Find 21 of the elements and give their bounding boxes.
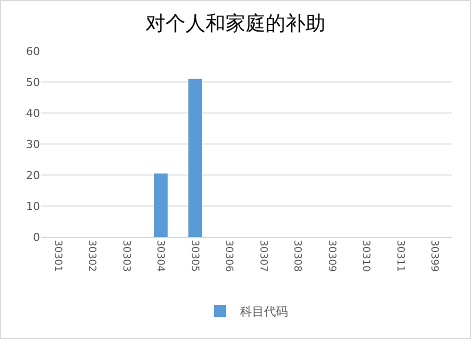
- y-tick-label: 60: [26, 44, 40, 58]
- y-tick-label: 30: [26, 138, 40, 151]
- x-tick-label: 30311: [394, 240, 406, 272]
- x-tick-label: 30306: [223, 240, 234, 272]
- legend-label: 科目代码: [240, 304, 288, 319]
- x-tick-label: 30305: [188, 240, 200, 272]
- x-tick-label: 30309: [326, 240, 337, 272]
- x-tick-label: 30310: [360, 240, 372, 272]
- y-tick-label: 40: [26, 106, 40, 120]
- chart-title: 对个人和家庭的补助: [146, 11, 326, 36]
- x-tick-label: 30308: [292, 240, 303, 272]
- x-tick-label: 30302: [86, 240, 98, 272]
- y-tick-label: 50: [26, 76, 40, 89]
- y-tick-label: 10: [26, 200, 40, 213]
- y-tick-label: 20: [26, 168, 40, 182]
- x-tick-label: 30301: [52, 240, 63, 272]
- x-tick-label: 30304: [154, 240, 166, 272]
- x-tick-label: 30399: [428, 240, 440, 272]
- y-tick-label: 0: [33, 230, 40, 244]
- x-tick-label: 30303: [120, 240, 132, 272]
- x-tick-label: 30307: [257, 240, 268, 272]
